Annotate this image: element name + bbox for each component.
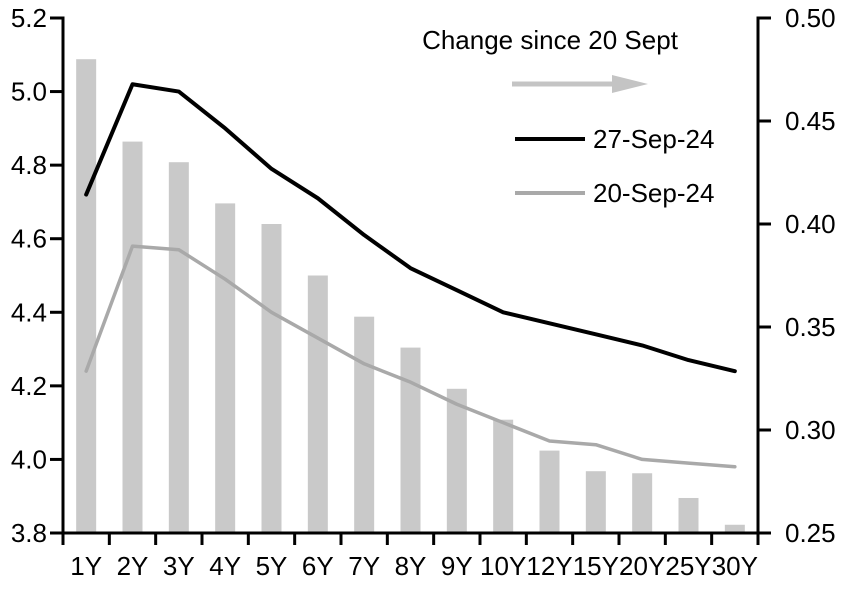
axis-labels: 5.2 5.0 4.8 4.6 4.4 4.2 4.0 3.8 0.50 0.45 0.40 0.35…: [11, 3, 836, 581]
x-axis-category-label: 15Y: [573, 551, 619, 581]
x-axis-category-label: 5Y: [256, 551, 288, 581]
bar-25y: [678, 497, 699, 533]
x-axis-category-label: 30Y: [712, 551, 758, 581]
line-27-sep-24: [84, 82, 737, 374]
left-axis-tick-label: 4.2: [11, 371, 47, 401]
bar-6y: [307, 275, 328, 533]
left-axis-tick-label: 4.0: [11, 444, 47, 474]
bar-4y: [215, 203, 236, 533]
bar-3y: [168, 162, 189, 533]
left-axis-tick-label: 4.4: [11, 297, 47, 327]
bar-30y: [724, 524, 745, 533]
x-axis-category-label: 1Y: [70, 551, 102, 581]
bar-8y: [400, 347, 421, 533]
right-axis-tick-label: 0.50: [785, 3, 836, 33]
x-axis-category-label: 2Y: [117, 551, 149, 581]
bar-10y: [493, 419, 514, 533]
x-axis-category-label: 4Y: [209, 551, 241, 581]
legend-label-27-sep-24: 27-Sep-24: [593, 124, 714, 154]
bar-1y: [76, 59, 97, 533]
bar-5y: [261, 224, 282, 533]
right-axis-tick-label: 0.25: [785, 518, 836, 548]
x-axis-category-label: 6Y: [302, 551, 334, 581]
right-axis-tick-label: 0.45: [785, 106, 836, 136]
bar-7y: [354, 316, 375, 533]
x-axis-category-label: 25Y: [665, 551, 711, 581]
right-axis-tick-label: 0.30: [785, 415, 836, 445]
left-axis-tick-label: 5.0: [11, 77, 47, 107]
x-axis-category-label: 7Y: [348, 551, 380, 581]
bar-2y: [122, 141, 143, 533]
left-axis-tick-label: 4.6: [11, 224, 47, 254]
bars-change-since-20-sept: [76, 59, 745, 533]
right-arrow-icon: [512, 75, 648, 93]
right-axis-tick-label: 0.35: [785, 312, 836, 342]
bar-15y: [585, 471, 606, 533]
x-axis-category-label: 8Y: [395, 551, 427, 581]
left-axis-tick-label: 5.2: [11, 3, 47, 33]
bar-20y: [632, 473, 653, 533]
line-20-sep-24: [84, 244, 737, 469]
arrow-head: [612, 75, 648, 93]
left-axis-tick-label: 4.8: [11, 150, 47, 180]
x-axis-category-label: 9Y: [441, 551, 473, 581]
legend-label-20-sep-24: 20-Sep-24: [593, 178, 714, 208]
x-axis-category-label: 10Y: [480, 551, 526, 581]
bar-9y: [446, 388, 467, 533]
right-axis-tick-label: 0.40: [785, 209, 836, 239]
x-axis-category-label: 3Y: [163, 551, 195, 581]
bar-12y: [539, 450, 560, 533]
legend-title: Change since 20 Sept: [422, 25, 679, 55]
left-axis-tick-label: 3.8: [11, 518, 47, 548]
axes: [50, 16, 771, 545]
x-axis-category-label: 12Y: [526, 551, 572, 581]
legend: Change since 20 Sept 27-Sep-24 20-Sep-24: [422, 25, 714, 208]
x-axis-category-label: 20Y: [619, 551, 665, 581]
